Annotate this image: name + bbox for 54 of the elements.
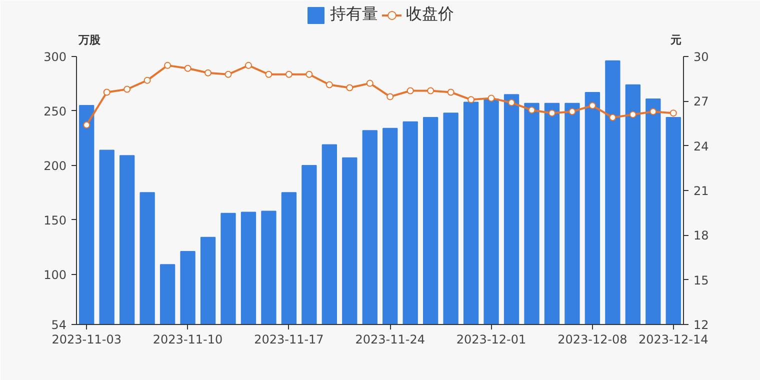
- point: [265, 70, 272, 78]
- y2-tick-label: 12: [694, 318, 709, 332]
- point: [427, 87, 434, 94]
- x-tick-label: 2023-12-08: [558, 332, 628, 346]
- x-tick-label: 2023-11-24: [355, 332, 425, 346]
- point: [144, 76, 151, 84]
- y-tick-label: 250: [44, 104, 66, 118]
- y-tick-label: 150: [44, 213, 66, 228]
- legend-label: 收盘价: [406, 4, 454, 25]
- y-axis-title: 万股: [78, 34, 102, 46]
- point: [306, 70, 313, 78]
- point: [285, 70, 292, 78]
- point: [488, 94, 495, 102]
- point: [447, 88, 454, 96]
- point: [184, 64, 192, 72]
- y2-tick-label: 15: [694, 273, 709, 288]
- y2-tick-label: 24: [694, 139, 709, 154]
- point: [568, 108, 576, 116]
- y2-tick-label: 30: [694, 50, 709, 64]
- x-tick-label: 2023-11-03: [52, 332, 122, 346]
- point: [508, 99, 516, 106]
- point: [346, 84, 354, 92]
- point: [224, 70, 232, 78]
- x-tick-label: 2023-11-17: [254, 332, 324, 346]
- point: [366, 80, 374, 87]
- x-tick-label: 2023-12-14: [638, 332, 708, 346]
- point: [103, 88, 110, 96]
- y-tick-label: 100: [44, 268, 66, 282]
- y-tick-label: 200: [44, 158, 66, 173]
- point: [124, 86, 131, 93]
- point: [609, 114, 616, 122]
- legend-label: 持有量: [330, 4, 378, 25]
- y-tick-label: 54: [51, 318, 67, 332]
- point: [406, 87, 414, 94]
- y2-tick-label: 21: [694, 184, 709, 198]
- point: [164, 62, 172, 69]
- point: [670, 110, 677, 117]
- y2-axis-title: 元: [670, 34, 682, 46]
- point: [548, 110, 556, 117]
- point: [468, 96, 475, 104]
- point: [244, 62, 252, 69]
- point: [83, 121, 90, 128]
- x-tick-label: 2023-11-10: [152, 332, 223, 346]
- x-tick-label: 2023-12-01: [456, 332, 526, 346]
- point: [204, 69, 212, 76]
- point: [588, 102, 596, 110]
- point: [326, 81, 333, 88]
- point: [629, 111, 636, 118]
- point: [650, 108, 657, 116]
- point: [528, 106, 536, 114]
- y2-tick-label: 18: [694, 228, 709, 243]
- y2-tick-label: 27: [694, 94, 709, 109]
- y-tick-label: 300: [44, 50, 66, 64]
- point: [386, 93, 394, 100]
